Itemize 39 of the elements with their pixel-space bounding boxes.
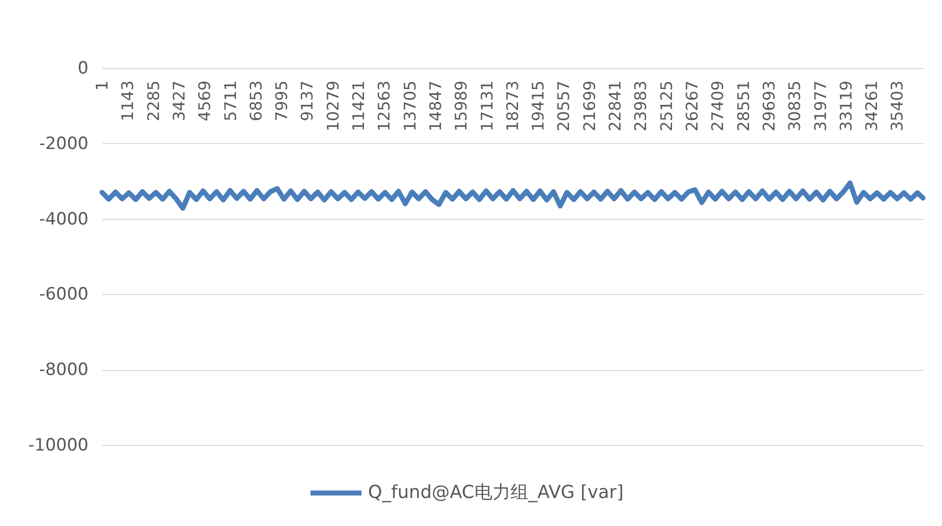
y-tick-label: -10000 bbox=[28, 436, 88, 456]
y-tick-label: -6000 bbox=[39, 284, 88, 305]
x-tick-label: 3427 bbox=[169, 80, 188, 122]
x-tick-label: 1143 bbox=[118, 80, 138, 122]
x-tick-label: 17131 bbox=[477, 80, 496, 132]
x-tick-label: 33119 bbox=[836, 80, 856, 132]
x-tick-label: 27409 bbox=[708, 80, 728, 132]
x-tick-label: 26267 bbox=[682, 80, 702, 132]
x-tick-label: 23983 bbox=[631, 80, 650, 132]
x-tick-label: 20557 bbox=[554, 80, 574, 132]
x-tick-label: 21699 bbox=[580, 80, 599, 132]
y-tick-label: -2000 bbox=[39, 134, 88, 154]
x-tick-label: 14847 bbox=[426, 80, 445, 132]
x-tick-label: 15989 bbox=[452, 80, 471, 132]
x-tick-label: 1 bbox=[92, 80, 112, 91]
x-tick-label: 29693 bbox=[759, 80, 778, 132]
x-tick-label: 4569 bbox=[195, 80, 214, 122]
x-tick-label: 11421 bbox=[349, 80, 368, 132]
x-tick-label: 31977 bbox=[810, 80, 830, 132]
y-tick-label: -8000 bbox=[39, 360, 88, 380]
x-tick-label: 25125 bbox=[656, 80, 676, 132]
x-tick-label: 18273 bbox=[502, 80, 522, 132]
y-tick-label: 0 bbox=[78, 58, 88, 78]
x-tick-label: 34261 bbox=[862, 80, 882, 132]
x-tick-label: 6853 bbox=[246, 80, 266, 122]
x-tick-label: 28551 bbox=[734, 80, 753, 132]
x-tick-label: 10279 bbox=[323, 80, 342, 132]
x-tick-label: 5711 bbox=[220, 80, 240, 122]
x-tick-label: 2285 bbox=[144, 80, 163, 122]
x-tick-label: 13705 bbox=[400, 80, 420, 132]
x-tick-label: 7995 bbox=[272, 80, 292, 122]
x-tick-label: 22841 bbox=[606, 80, 625, 132]
x-tick-label: 35403 bbox=[888, 80, 907, 132]
x-tick-label: 30835 bbox=[785, 80, 804, 132]
x-tick-label: 9137 bbox=[298, 80, 317, 122]
legend-label: Q_fund@AC电力组_AVG [var] bbox=[368, 482, 624, 503]
x-tick-label: 19415 bbox=[528, 80, 548, 132]
x-tick-label: 12563 bbox=[374, 80, 394, 132]
y-tick-label: -4000 bbox=[39, 209, 88, 230]
